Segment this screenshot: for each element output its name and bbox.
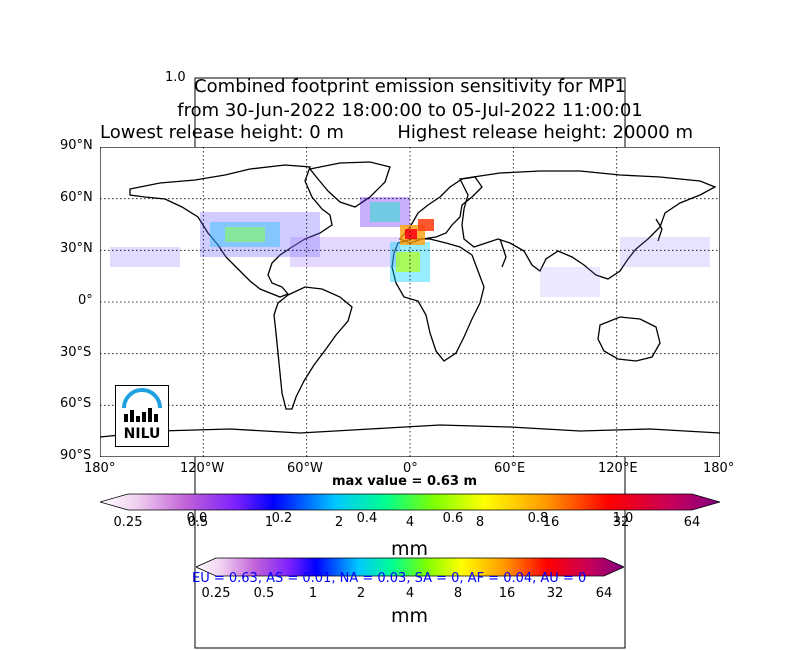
lat-label-30s: 30°S xyxy=(60,345,92,360)
title-line-2: from 30-Jun-2022 18:00:00 to 05-Jul-2022… xyxy=(177,100,643,121)
phantom-axis-tick: 0.8 xyxy=(527,511,549,526)
nilu-logo-graphic xyxy=(122,388,162,422)
lat-label-30n: 30°N xyxy=(60,241,93,256)
lon-label-0: 0° xyxy=(403,461,418,476)
colorbar-2-tick: 0.5 xyxy=(253,586,275,601)
colorbar-2-tick: 64 xyxy=(595,586,613,601)
coastlines xyxy=(100,161,720,438)
phantom-axis-tick: 0.2 xyxy=(271,511,293,526)
lon-label-120w: 120°W xyxy=(180,461,225,476)
title-line-3: Lowest release height: 0 m Highest relea… xyxy=(100,122,730,143)
phantom-axis-tick: 0.4 xyxy=(356,511,378,526)
phantom-axis-tick: 0.6 xyxy=(442,511,464,526)
lat-label-90n: 90°N xyxy=(60,138,93,153)
nilu-logo: NILU xyxy=(115,385,169,447)
graticule xyxy=(100,147,720,457)
lat-label-90s: 90°S xyxy=(60,448,92,463)
colorbar-2 xyxy=(196,557,624,577)
colorbar-2-tick: 8 xyxy=(453,586,463,601)
colorbar-2-tick: 32 xyxy=(546,586,564,601)
colorbar-1-tick: 32 xyxy=(612,515,630,530)
colorbar-1-tick: 2 xyxy=(334,515,344,530)
highest-release-height: Highest release height: 20000 m xyxy=(397,122,694,143)
world-map xyxy=(100,147,720,457)
colorbar-2-tick: 4 xyxy=(405,586,415,601)
colorbar-2-ticks: 0.25 0.5 1 2 4 8 16 32 64 xyxy=(196,586,624,604)
lat-label-0: 0° xyxy=(78,293,93,308)
colorbar-2-tick: 16 xyxy=(498,586,516,601)
colorbar-1-ticks: 0.25 0.5 1 2 4 8 16 32 64 xyxy=(100,515,720,533)
lon-label-60e: 60°E xyxy=(494,461,526,476)
lowest-release-height: Lowest release height: 0 m xyxy=(100,122,344,143)
lat-label-60n: 60°N xyxy=(60,190,93,205)
colorbar-1-tick: 64 xyxy=(683,515,701,530)
axes-corner-label: 1.0 xyxy=(165,70,186,85)
sensitivity-field xyxy=(110,197,710,297)
colorbar-2-tick: 1 xyxy=(308,586,318,601)
lon-label-60w: 60°W xyxy=(287,461,323,476)
phantom-axis-tick: 0.0 xyxy=(186,511,208,526)
colorbar-1-tick: 4 xyxy=(405,515,415,530)
colorbar-2-tick: 2 xyxy=(356,586,366,601)
colorbar-1-tick: 0.5 xyxy=(187,515,209,530)
colorbar-1 xyxy=(100,493,720,511)
lon-label-180e: 180° xyxy=(703,461,735,476)
lat-label-60s: 60°S xyxy=(60,396,92,411)
title-line-1: Combined footprint emission sensitivity … xyxy=(194,76,626,97)
colorbar-2-unit: mm xyxy=(391,605,429,627)
phantom-axis-tick: 1.0 xyxy=(612,511,634,526)
colorbar-1-tick: 8 xyxy=(475,515,485,530)
phantom-axis-ticks: 0.0 0.2 0.4 0.6 0.8 1.0 xyxy=(100,511,720,529)
colorbar-1-tick: 0.25 xyxy=(113,515,143,530)
lon-label-180w: 180° xyxy=(84,461,116,476)
regions-summary: EU = 0.63, AS = 0.01, NA = 0.03, SA = 0,… xyxy=(192,571,587,586)
nilu-logo-text: NILU xyxy=(123,426,161,442)
colorbar-2-tick: 0.25 xyxy=(201,586,231,601)
lon-label-120e: 120°E xyxy=(598,461,638,476)
max-value-label: max value = 0.63 m xyxy=(332,474,478,489)
colorbar-1-unit: mm xyxy=(391,538,429,560)
colorbar-1-tick: 1 xyxy=(264,515,274,530)
colorbar-1-tick: 16 xyxy=(542,515,560,530)
